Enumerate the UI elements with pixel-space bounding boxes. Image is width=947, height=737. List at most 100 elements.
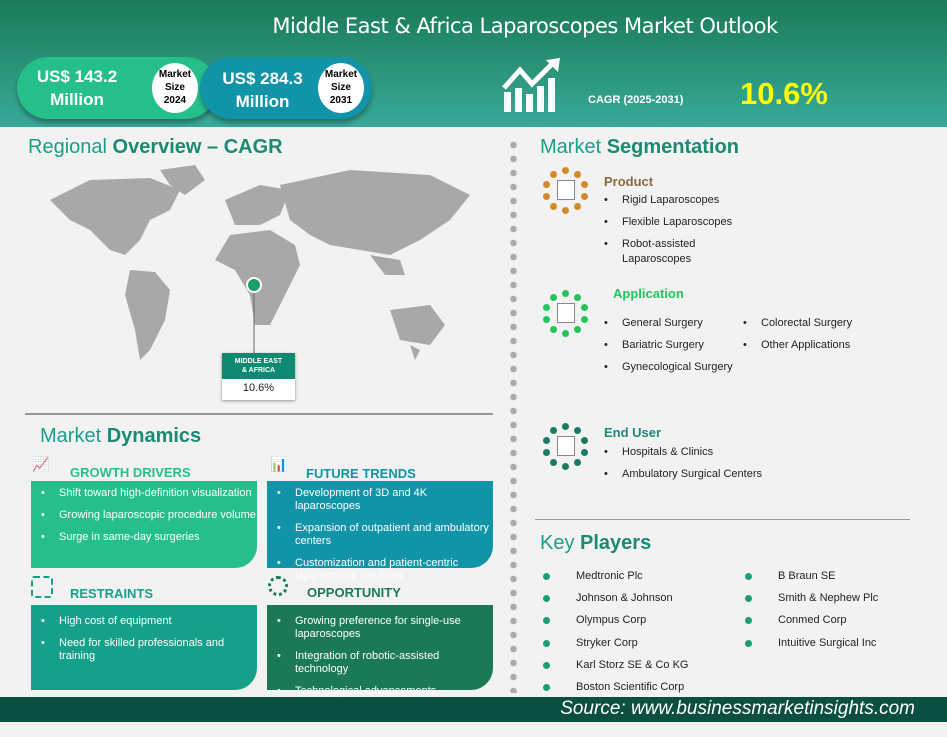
dot xyxy=(550,426,558,434)
dot xyxy=(562,167,569,174)
bullet xyxy=(745,617,752,624)
dot xyxy=(581,436,589,444)
dot xyxy=(573,170,581,178)
growth-icon: 📈 xyxy=(32,456,50,472)
list-item: Expansion of outpatient and ambulatory c… xyxy=(277,522,493,548)
title-light: Key xyxy=(540,532,575,554)
application-title: Application xyxy=(613,286,684,301)
market-dynamics-title: Market Dynamics xyxy=(40,425,201,448)
title-bold: Dynamics xyxy=(106,425,202,447)
bullet xyxy=(543,640,550,647)
growth-drivers-box: Shift toward high-definition visualizati… xyxy=(31,481,257,568)
future-trends-box: Development of 3D and 4K laparoscopes Ex… xyxy=(267,481,493,582)
dot xyxy=(550,293,558,301)
unit: Million xyxy=(50,90,104,109)
list-item: Surge in same-day surgeries xyxy=(41,531,257,544)
list-item: General Surgery xyxy=(604,316,744,331)
dot xyxy=(573,459,581,467)
list-item: High cost of equipment xyxy=(41,615,257,628)
key-player: Intuitive Surgical Inc xyxy=(778,637,877,649)
title-light: Market xyxy=(540,136,602,158)
dot xyxy=(550,459,558,467)
list-item: Ambulatory Surgical Centers xyxy=(604,467,804,482)
dot xyxy=(573,203,581,211)
bullet xyxy=(543,595,550,602)
list-item: Hospitals & Clinics xyxy=(604,445,804,460)
key-player: B Braun SE xyxy=(778,570,836,582)
report-icon xyxy=(557,303,575,323)
dot xyxy=(562,207,569,214)
title-light: Regional xyxy=(28,136,107,158)
dot xyxy=(573,293,581,301)
region-marker xyxy=(246,277,262,293)
unit: Million xyxy=(235,92,290,111)
list-item: Flexible Laparoscopes xyxy=(604,215,744,230)
region-cagr: 10.6% xyxy=(242,382,275,394)
list-item: Growing preference for single-use laparo… xyxy=(277,615,493,641)
divider xyxy=(535,519,910,520)
dot xyxy=(542,436,550,444)
market-size-2024-pill: US$ 143.2 Million Market Size 2024 xyxy=(17,57,217,119)
key-player: Johnson & Johnson xyxy=(576,592,673,604)
gear-target-icon xyxy=(268,576,288,596)
link-icon xyxy=(31,576,53,598)
source-text: Source: www.businessmarketinsights.com xyxy=(560,698,915,719)
growth-drivers-title: GROWTH DRIVERS xyxy=(70,465,191,480)
market-size-2031-pill: US$ 284.3 Million Market Size 2031 xyxy=(200,57,372,119)
regional-overview-title: Regional Overview – CAGR xyxy=(28,136,283,159)
title-bold: Players xyxy=(580,532,652,554)
cagr-value: 10.6% xyxy=(740,76,828,111)
dot xyxy=(562,290,569,297)
bullet xyxy=(543,617,550,624)
bullet xyxy=(543,662,550,669)
key-player: Stryker Corp xyxy=(576,637,638,649)
end-user-title: End User xyxy=(604,425,662,440)
key-player: Medtronic Plc xyxy=(576,570,643,582)
dot xyxy=(562,423,569,430)
dot xyxy=(562,463,569,470)
product-title: Product xyxy=(604,174,654,189)
region-callout: MIDDLE EAST & AFRICA 10.6% xyxy=(222,353,295,400)
opportunity-title: OPPORTUNITY xyxy=(307,585,401,600)
divider xyxy=(25,413,493,415)
dot xyxy=(550,326,558,334)
label: Size xyxy=(330,82,351,93)
product-icon xyxy=(541,166,589,214)
year: 2031 xyxy=(329,95,353,106)
title-bold: Segmentation xyxy=(606,136,739,158)
restraints-title: RESTRAINTS xyxy=(70,586,154,601)
key-players-title: Key Players xyxy=(540,532,651,555)
list-item: Bariatric Surgery xyxy=(604,338,744,353)
restraints-box: High cost of equipment Need for skilled … xyxy=(31,605,257,690)
trends-icon: 📊 xyxy=(270,456,288,472)
dot xyxy=(573,326,581,334)
product-list: Rigid Laparoscopes Flexible Laparoscopes… xyxy=(604,193,744,267)
dot xyxy=(542,316,550,324)
cagr-label: CAGR (2025-2031) xyxy=(588,94,684,106)
application-icon xyxy=(541,289,589,337)
growth-chart-icon xyxy=(502,58,560,112)
dot xyxy=(581,180,589,188)
dot xyxy=(581,193,589,201)
key-player: Olympus Corp xyxy=(576,614,647,626)
dot xyxy=(542,193,550,201)
list-item: Integration of robotic-assisted technolo… xyxy=(277,650,493,676)
market-segmentation-title: Market Segmentation xyxy=(540,136,739,159)
vertical-divider xyxy=(510,138,517,693)
application-list: General Surgery Bariatric Surgery Gyneco… xyxy=(604,316,744,375)
list-item: Technological advancements xyxy=(277,685,493,698)
list-item: Customization and patient-centric laparo… xyxy=(277,557,493,583)
title-bold: Overview – CAGR xyxy=(112,136,283,158)
bullet xyxy=(543,573,550,580)
dot xyxy=(542,303,550,311)
world-map xyxy=(50,165,470,360)
key-player: Conmed Corp xyxy=(778,614,847,626)
value: US$ 143.2 xyxy=(36,67,118,86)
dot xyxy=(581,449,589,457)
dot xyxy=(542,449,550,457)
application-list-2: Colorectal Surgery Other Applications xyxy=(743,316,883,353)
footer-bar: Source: www.businessmarketinsights.com xyxy=(0,697,947,722)
list-item: Growing laparoscopic procedure volume xyxy=(41,509,257,522)
bullet xyxy=(745,573,752,580)
dot xyxy=(550,170,558,178)
